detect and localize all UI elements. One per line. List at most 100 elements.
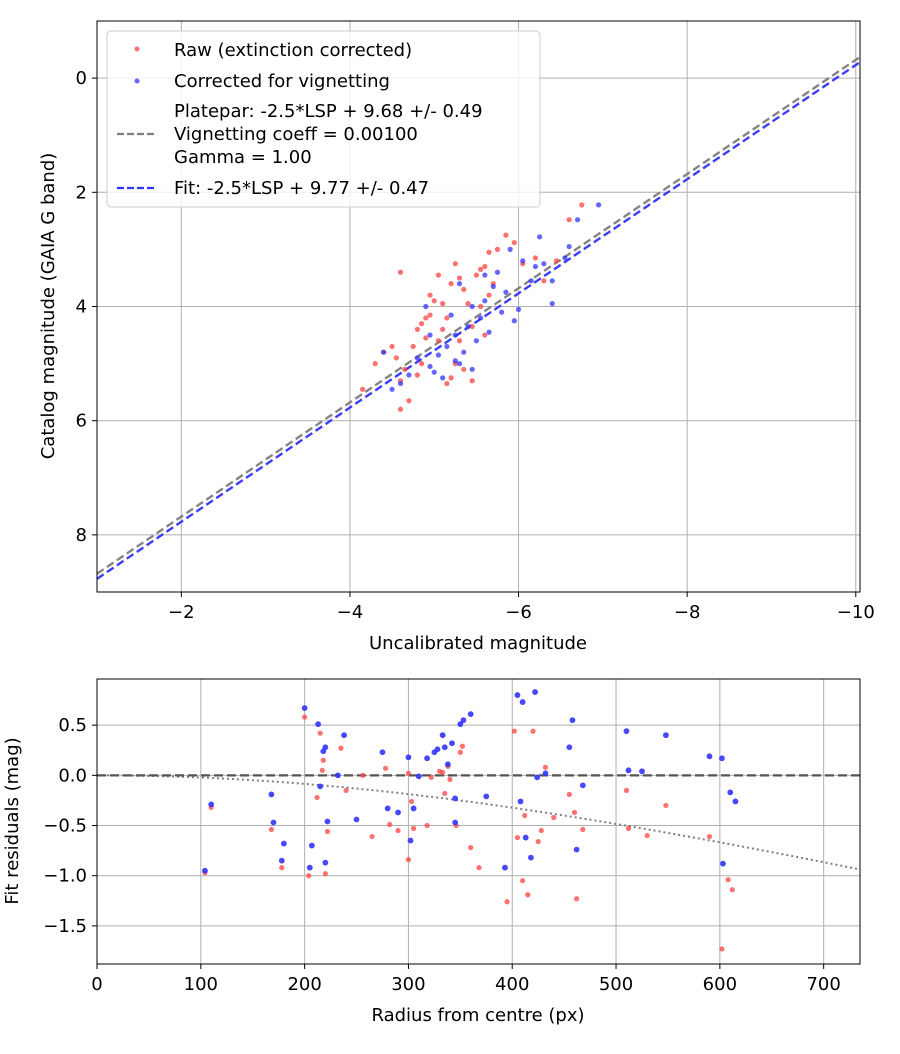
residual-corrected-point — [569, 717, 576, 724]
legend-label-corrected: Corrected for vignetting — [174, 71, 390, 92]
raw-point — [427, 292, 433, 298]
residual-corrected-point — [720, 860, 726, 867]
bottom-plot-background — [97, 679, 860, 964]
residual-raw-point — [625, 825, 632, 832]
residual-raw-point — [520, 878, 526, 884]
residual-corrected-point — [341, 732, 347, 739]
residual-raw-point — [468, 844, 474, 851]
top-xtick-label: −8 — [674, 602, 701, 623]
residual-raw-point — [395, 827, 401, 834]
residual-raw-point — [551, 814, 557, 821]
residual-raw-point — [706, 833, 713, 840]
bottom-ytick-label: −1.5 — [43, 916, 87, 937]
raw-point — [448, 281, 454, 287]
raw-point — [486, 249, 492, 255]
residual-corrected-point — [270, 819, 277, 826]
corrected-point — [469, 366, 475, 372]
top-xtick-label: −10 — [837, 602, 875, 623]
bottom-plot-ylabel: Fit residuals (mag) — [2, 737, 23, 904]
bottom-plot-residuals: 0 100 200 300 400 500 600 700 0.5 0.0 −0.5 −1.0 −1.5… — [2, 678, 861, 1026]
corrected-point — [482, 298, 488, 304]
residual-corrected-point — [566, 744, 573, 751]
corrected-point — [596, 202, 602, 208]
corrected-point — [461, 349, 467, 355]
corrected-point — [490, 283, 496, 290]
corrected-point — [452, 358, 458, 364]
residual-corrected-point — [452, 819, 459, 826]
corrected-point — [541, 261, 547, 267]
raw-point — [389, 343, 395, 350]
corrected-point — [465, 323, 471, 330]
corrected-point — [574, 217, 581, 223]
corrected-point — [494, 269, 501, 275]
corrected-point — [473, 338, 479, 344]
corrected-point — [478, 315, 484, 321]
corrected-point — [435, 352, 442, 358]
top-plot-fit-lines — [96, 55, 861, 580]
fit-line-platepar — [96, 55, 861, 575]
legend-label-vignetting: Vignetting coeff = 0.00100 — [174, 124, 418, 145]
residual-corrected-point — [301, 705, 308, 712]
residual-raw-point — [440, 769, 446, 775]
residual-raw-point — [320, 757, 326, 763]
raw-point — [566, 217, 572, 223]
legend-label-platepar: Platepar: -2.5*LSP + 9.68 +/- 0.49 — [174, 101, 483, 122]
corrected-point — [562, 255, 568, 261]
raw-point — [461, 286, 467, 292]
residual-raw-point — [343, 787, 349, 793]
residual-raw-point — [405, 770, 412, 776]
residual-raw-point — [279, 865, 285, 871]
residual-corrected-point — [322, 744, 329, 751]
bottom-xtick-label: 400 — [495, 974, 529, 995]
residual-corrected-point — [315, 721, 322, 728]
residual-corrected-point — [353, 816, 360, 823]
residual-corrected-point — [573, 846, 580, 853]
raw-point — [448, 375, 454, 381]
raw-point — [469, 378, 475, 384]
raw-point — [503, 232, 509, 238]
legend: Raw (extinction corrected) Corrected for… — [106, 30, 541, 208]
residual-raw-point — [663, 802, 669, 809]
corrected-point — [515, 306, 522, 312]
corrected-point — [427, 332, 433, 338]
bottom-ytick-label: −1.0 — [43, 866, 87, 887]
raw-point — [478, 303, 484, 310]
bottom-xtick-label: 500 — [599, 974, 633, 995]
residual-raw-point — [514, 834, 521, 841]
residual-corrected-point — [639, 768, 645, 775]
raw-point — [444, 315, 450, 321]
residual-raw-point — [725, 877, 731, 883]
corrected-point — [532, 263, 539, 270]
corrected-point — [537, 234, 543, 240]
residual-raw-point — [574, 896, 580, 902]
raw-point — [486, 292, 492, 298]
bottom-ytick-label: 0.0 — [58, 765, 87, 786]
corrected-point — [406, 372, 412, 378]
residual-raw-point — [360, 772, 366, 778]
raw-point — [372, 361, 378, 367]
corrected-point — [397, 380, 404, 387]
raw-point — [410, 343, 416, 350]
raw-point — [435, 338, 442, 344]
residual-corrected-point — [727, 789, 734, 796]
raw-point — [414, 372, 420, 378]
raw-point — [465, 301, 471, 307]
residual-corrected-point — [623, 728, 630, 735]
residual-raw-point — [314, 794, 320, 801]
raw-point — [532, 255, 539, 261]
residual-corrected-point — [280, 840, 287, 847]
legend-box — [106, 30, 541, 208]
top-ytick-label: 0 — [76, 68, 87, 89]
corrected-point — [444, 343, 450, 350]
bottom-xtick-label: 0 — [91, 974, 102, 995]
residual-raw-point — [504, 899, 510, 905]
residual-raw-point — [580, 826, 586, 833]
corrected-point — [456, 361, 463, 367]
bottom-xtick-label: 600 — [703, 974, 737, 995]
corrected-point — [486, 329, 492, 335]
raw-point — [469, 323, 475, 330]
residual-corrected-point — [434, 746, 441, 753]
residual-corrected-point — [444, 761, 451, 768]
